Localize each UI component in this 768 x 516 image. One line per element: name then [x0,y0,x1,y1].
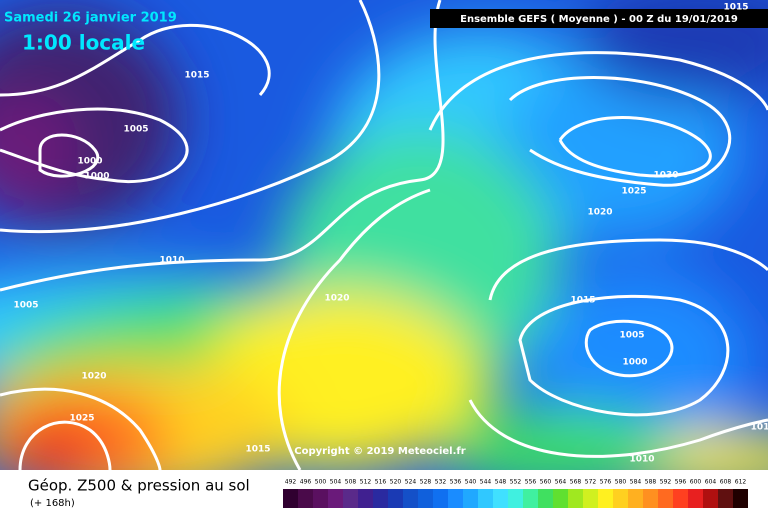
isobar-label: 1010 [629,455,654,465]
scale-label: 492 [285,479,297,486]
scale-swatch [418,489,433,508]
isobar-label: 1005 [123,125,148,135]
scale-label: 612 [735,479,747,486]
scale-label: 580 [615,479,627,486]
scale-swatch [658,489,673,508]
isobar-label: 1000 [84,172,109,182]
isobar-label: 1000 [622,358,647,368]
scale-swatch [703,489,718,508]
scale-label: 556 [525,479,537,486]
scale-swatch [553,489,568,508]
scale-label: 544 [480,479,492,486]
scale-swatch [538,489,553,508]
scale-swatch [718,489,733,508]
scale-label: 548 [495,479,507,486]
scale-swatch [733,489,748,508]
scale-swatch [313,489,328,508]
scale-label: 592 [660,479,672,486]
scale-swatch [463,489,478,508]
scale-swatch [448,489,463,508]
isobar-label: 1015 [184,71,209,81]
copyright: Copyright © 2019 Meteociel.fr [294,446,465,457]
isobar-label: 1005 [619,331,644,341]
date: Samedi 26 janvier 2019 [4,11,177,26]
isobar-label: 1000 [77,157,102,167]
scale-swatch [673,489,688,508]
scale-label: 600 [690,479,702,486]
scale-swatch [598,489,613,508]
scale-swatch [283,489,298,508]
scale-label: 596 [675,479,687,486]
field [0,0,768,470]
scale-swatch [568,489,583,508]
run: Ensemble GEFS ( Moyenne ) - 00 Z du 19/0… [460,14,738,25]
scale-swatch [388,489,403,508]
scale-swatch [328,489,343,508]
scale-label: 568 [570,479,582,486]
scale-label: 500 [315,479,327,486]
color-scale: 492 496 500 504 508 512 516 520 524 528 532 536 540 5… [283,479,748,508]
scale-swatch [403,489,418,508]
scale-swatch [298,489,313,508]
scale-swatch [688,489,703,508]
scale-swatch [493,489,508,508]
scale-swatch [523,489,538,508]
isobar-label: 1020 [587,208,612,218]
scale-label: 524 [405,479,417,486]
scale-swatch [433,489,448,508]
isobar-label: 1005 [13,301,38,311]
scale-label: 604 [705,479,717,486]
isobar-label: 1010 [159,256,184,266]
scale-label: 540 [465,479,477,486]
isobar-label: 1015 [245,445,270,455]
scale-label: 496 [300,479,312,486]
scale-swatch [478,489,493,508]
scale-swatch [643,489,658,508]
scale-label: 608 [720,479,732,486]
isobar-label: 1025 [69,414,94,424]
scale-label: 516 [375,479,387,486]
scale-label: 588 [645,479,657,486]
scale-label: 504 [330,479,342,486]
isobar-label: 101 [751,423,768,433]
time: 1:00 locale [22,31,145,55]
scale-label: 512 [360,479,372,486]
isobar-label: 1020 [324,294,349,304]
scale-swatch [373,489,388,508]
scale-label: 508 [345,479,357,486]
isobar-label: 1020 [81,372,106,382]
scale-swatch [613,489,628,508]
scale-label: 520 [390,479,402,486]
isobar-label: 1015 [570,296,595,306]
footer-title: Géop. Z500 & pression au sol [28,477,250,495]
scale-label: 536 [450,479,462,486]
scale-label: 528 [420,479,432,486]
scale-swatch [358,489,373,508]
scale-swatch [583,489,598,508]
scale-label: 532 [435,479,447,486]
isobar-label: 1015 [723,3,748,13]
scale-label: 576 [600,479,612,486]
scale-label: 564 [555,479,567,486]
scale-label: 584 [630,479,642,486]
scale-label: 560 [540,479,552,486]
scale-swatch [628,489,643,508]
lead-time: (+ 168h) [30,498,75,509]
isobar-label: 1025 [621,187,646,197]
scale-label: 572 [585,479,597,486]
run-box [430,9,768,28]
scale-swatch [508,489,523,508]
scale-swatch [343,489,358,508]
scale-label: 552 [510,479,522,486]
isobar-label: 1030 [653,171,678,181]
